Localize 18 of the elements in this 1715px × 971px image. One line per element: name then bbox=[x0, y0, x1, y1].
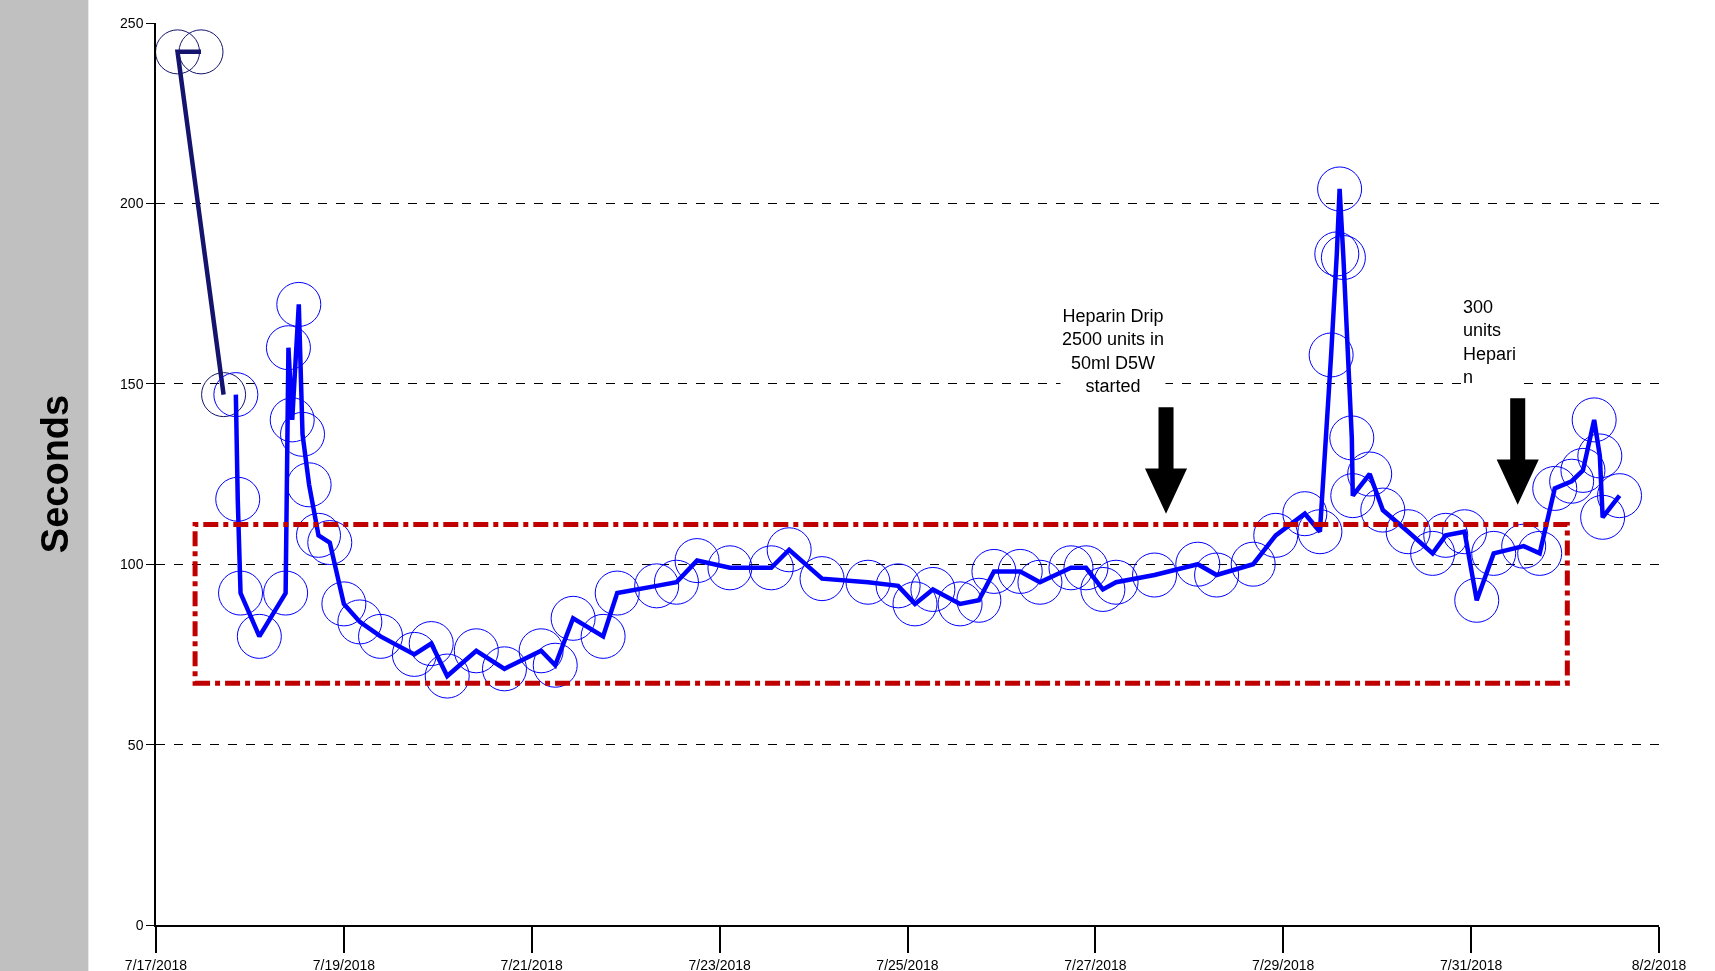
x-tick-label: 7/17/2018 bbox=[124, 956, 188, 971]
y-tick-label: 200 bbox=[120, 195, 144, 212]
x-tick-label: 8/2/2018 bbox=[1631, 956, 1687, 971]
annotation: Heparin Drip 2500 units in 50ml D5W started bbox=[1062, 306, 1165, 397]
y-tick-label: 150 bbox=[120, 375, 144, 392]
x-tick-label: 7/23/2018 bbox=[688, 956, 751, 971]
x-tick-label: 7/25/2018 bbox=[876, 956, 939, 971]
y-tick-label: 100 bbox=[120, 556, 144, 573]
y-tick-label: 0 bbox=[135, 916, 144, 933]
x-tick-label: 7/19/2018 bbox=[312, 956, 376, 971]
x-tick-label: 7/21/2018 bbox=[500, 956, 564, 971]
x-tick-label: 7/31/2018 bbox=[1439, 956, 1503, 971]
y-tick-label: 50 bbox=[127, 736, 144, 753]
y-axis-title: Seconds bbox=[33, 394, 76, 554]
y-tick-label: 250 bbox=[120, 14, 144, 31]
x-tick-label: 7/27/2018 bbox=[1064, 956, 1127, 971]
annotation: 300 units Hepari n bbox=[1463, 297, 1517, 388]
x-tick-label: 7/29/2018 bbox=[1252, 956, 1315, 971]
